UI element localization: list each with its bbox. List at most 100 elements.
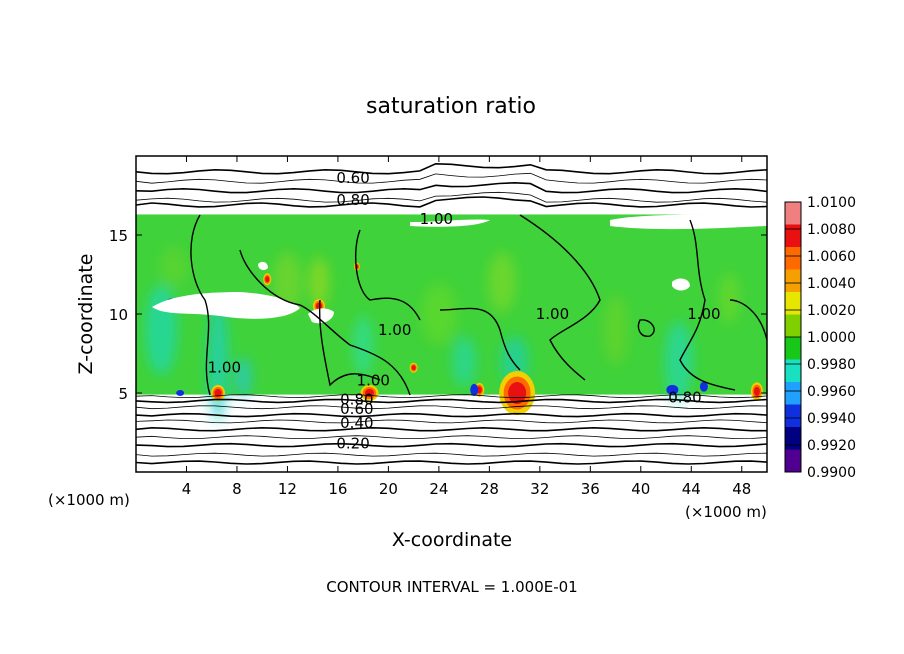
contour-label: 0.60 bbox=[336, 169, 369, 187]
colorbar-label: 1.0060 bbox=[807, 249, 856, 265]
contour-line bbox=[136, 196, 767, 208]
field-blob bbox=[420, 284, 457, 344]
saturation-contour bbox=[519, 214, 601, 381]
contour-label: 1.00 bbox=[208, 359, 241, 377]
supersaturation-spot bbox=[211, 385, 226, 401]
supersaturation-spot bbox=[499, 371, 536, 415]
contour-line bbox=[136, 405, 767, 410]
contour-label: 0.80 bbox=[668, 389, 701, 407]
saturation-contour bbox=[318, 299, 381, 387]
saturation-contour bbox=[239, 249, 411, 396]
field-variations bbox=[145, 246, 740, 422]
clear-air-patch bbox=[152, 292, 300, 319]
field-blob bbox=[353, 315, 374, 376]
x-tick-label: 44 bbox=[682, 480, 701, 498]
colorbar-swatch bbox=[785, 337, 801, 360]
colorbar-label: 0.9920 bbox=[807, 438, 856, 454]
field-blob bbox=[308, 257, 329, 308]
contour-line bbox=[136, 426, 767, 432]
subsaturation-spot bbox=[666, 384, 679, 395]
supersaturation-spot bbox=[750, 382, 763, 401]
field-blob bbox=[273, 252, 302, 313]
x-tick-label: 24 bbox=[429, 480, 448, 498]
field-blob bbox=[235, 357, 252, 398]
colorbar-label: 0.9940 bbox=[807, 411, 856, 427]
colorbar-swatch bbox=[785, 292, 801, 315]
contour-label: 1.00 bbox=[536, 305, 569, 323]
subsaturation-spot bbox=[176, 390, 185, 396]
x-unit-left: (×1000 m) bbox=[48, 491, 130, 509]
x-tick-label: 12 bbox=[278, 480, 297, 498]
contour-line bbox=[136, 191, 767, 203]
saturation-contour bbox=[439, 307, 521, 371]
contour-line bbox=[136, 460, 767, 465]
x-unit-right: (×1000 m) bbox=[685, 503, 767, 521]
colorbar-label: 1.0040 bbox=[807, 276, 856, 292]
field-blob bbox=[603, 294, 628, 365]
supersaturation-spot bbox=[263, 273, 272, 286]
colorbar-swatch bbox=[785, 382, 801, 405]
saturation-contour bbox=[637, 319, 655, 337]
field-blob bbox=[159, 246, 188, 287]
colorbar-swatch bbox=[785, 269, 801, 293]
contour-interval-footer: CONTOUR INTERVAL = 1.000E-01 bbox=[326, 578, 577, 596]
clear-air-patch bbox=[308, 308, 334, 324]
colorbar-label: 1.0020 bbox=[807, 303, 856, 319]
field-blob bbox=[487, 252, 516, 313]
clear-air-patch bbox=[672, 278, 690, 291]
saturation-contour bbox=[190, 214, 211, 396]
contour-label: 0.20 bbox=[336, 435, 369, 453]
field-blob bbox=[452, 336, 477, 387]
y-tick-label: 15 bbox=[109, 227, 128, 245]
contour-label: 1.00 bbox=[687, 305, 720, 323]
contour-label: 0.60 bbox=[340, 400, 373, 418]
colorbar-label: 1.0080 bbox=[807, 222, 856, 238]
supersaturation-spot bbox=[409, 362, 418, 373]
colorbar-swatch bbox=[785, 404, 801, 428]
y-tick-label: 10 bbox=[109, 306, 128, 324]
colorbar-swatch bbox=[785, 449, 801, 473]
contour-line bbox=[136, 162, 767, 175]
x-tick-label: 36 bbox=[581, 480, 600, 498]
colorbar-label: 1.0100 bbox=[807, 195, 856, 211]
contour-label: 1.00 bbox=[420, 210, 453, 228]
y-tick-label: 5 bbox=[118, 385, 128, 403]
field-blob bbox=[719, 273, 740, 324]
clear-air-patch bbox=[610, 214, 767, 230]
x-tick-label: 32 bbox=[530, 480, 549, 498]
x-tick-label: 40 bbox=[631, 480, 650, 498]
saturation-contour bbox=[679, 219, 736, 391]
x-tick-label: 8 bbox=[232, 480, 242, 498]
colorbar-label: 1.0000 bbox=[807, 330, 856, 346]
colorbar-label: 0.9900 bbox=[807, 465, 856, 481]
x-tick-label: 20 bbox=[379, 480, 398, 498]
contour-line bbox=[136, 412, 767, 418]
x-tick-label: 28 bbox=[480, 480, 499, 498]
x-tick-label: 48 bbox=[732, 480, 751, 498]
contour-line bbox=[136, 435, 767, 440]
colorbar-swatch bbox=[785, 247, 801, 270]
x-axis-label: X-coordinate bbox=[392, 529, 512, 551]
colorbar-swatch bbox=[785, 427, 801, 450]
clear-air-patch bbox=[258, 261, 268, 271]
colorbar-swatch bbox=[785, 202, 801, 225]
contour-line bbox=[136, 419, 767, 424]
contour-line bbox=[136, 442, 767, 448]
subsaturation-spot bbox=[699, 381, 708, 392]
y-axis-label: Z-coordinate bbox=[75, 254, 97, 375]
colorbar-label: 0.9960 bbox=[807, 384, 856, 400]
clear-air-patch bbox=[410, 219, 490, 227]
field-blob bbox=[664, 321, 693, 402]
contour-line bbox=[136, 172, 767, 184]
contour-line bbox=[136, 394, 767, 399]
x-tick-label: 16 bbox=[328, 480, 347, 498]
field-blob bbox=[145, 284, 178, 375]
contour-line bbox=[136, 181, 767, 194]
saturation-contour bbox=[729, 299, 767, 341]
colorbar-label: 0.9980 bbox=[807, 357, 856, 373]
chart-title: saturation ratio bbox=[366, 94, 536, 119]
colorbar-swatch bbox=[785, 314, 801, 338]
colorbar-swatch bbox=[785, 224, 801, 248]
